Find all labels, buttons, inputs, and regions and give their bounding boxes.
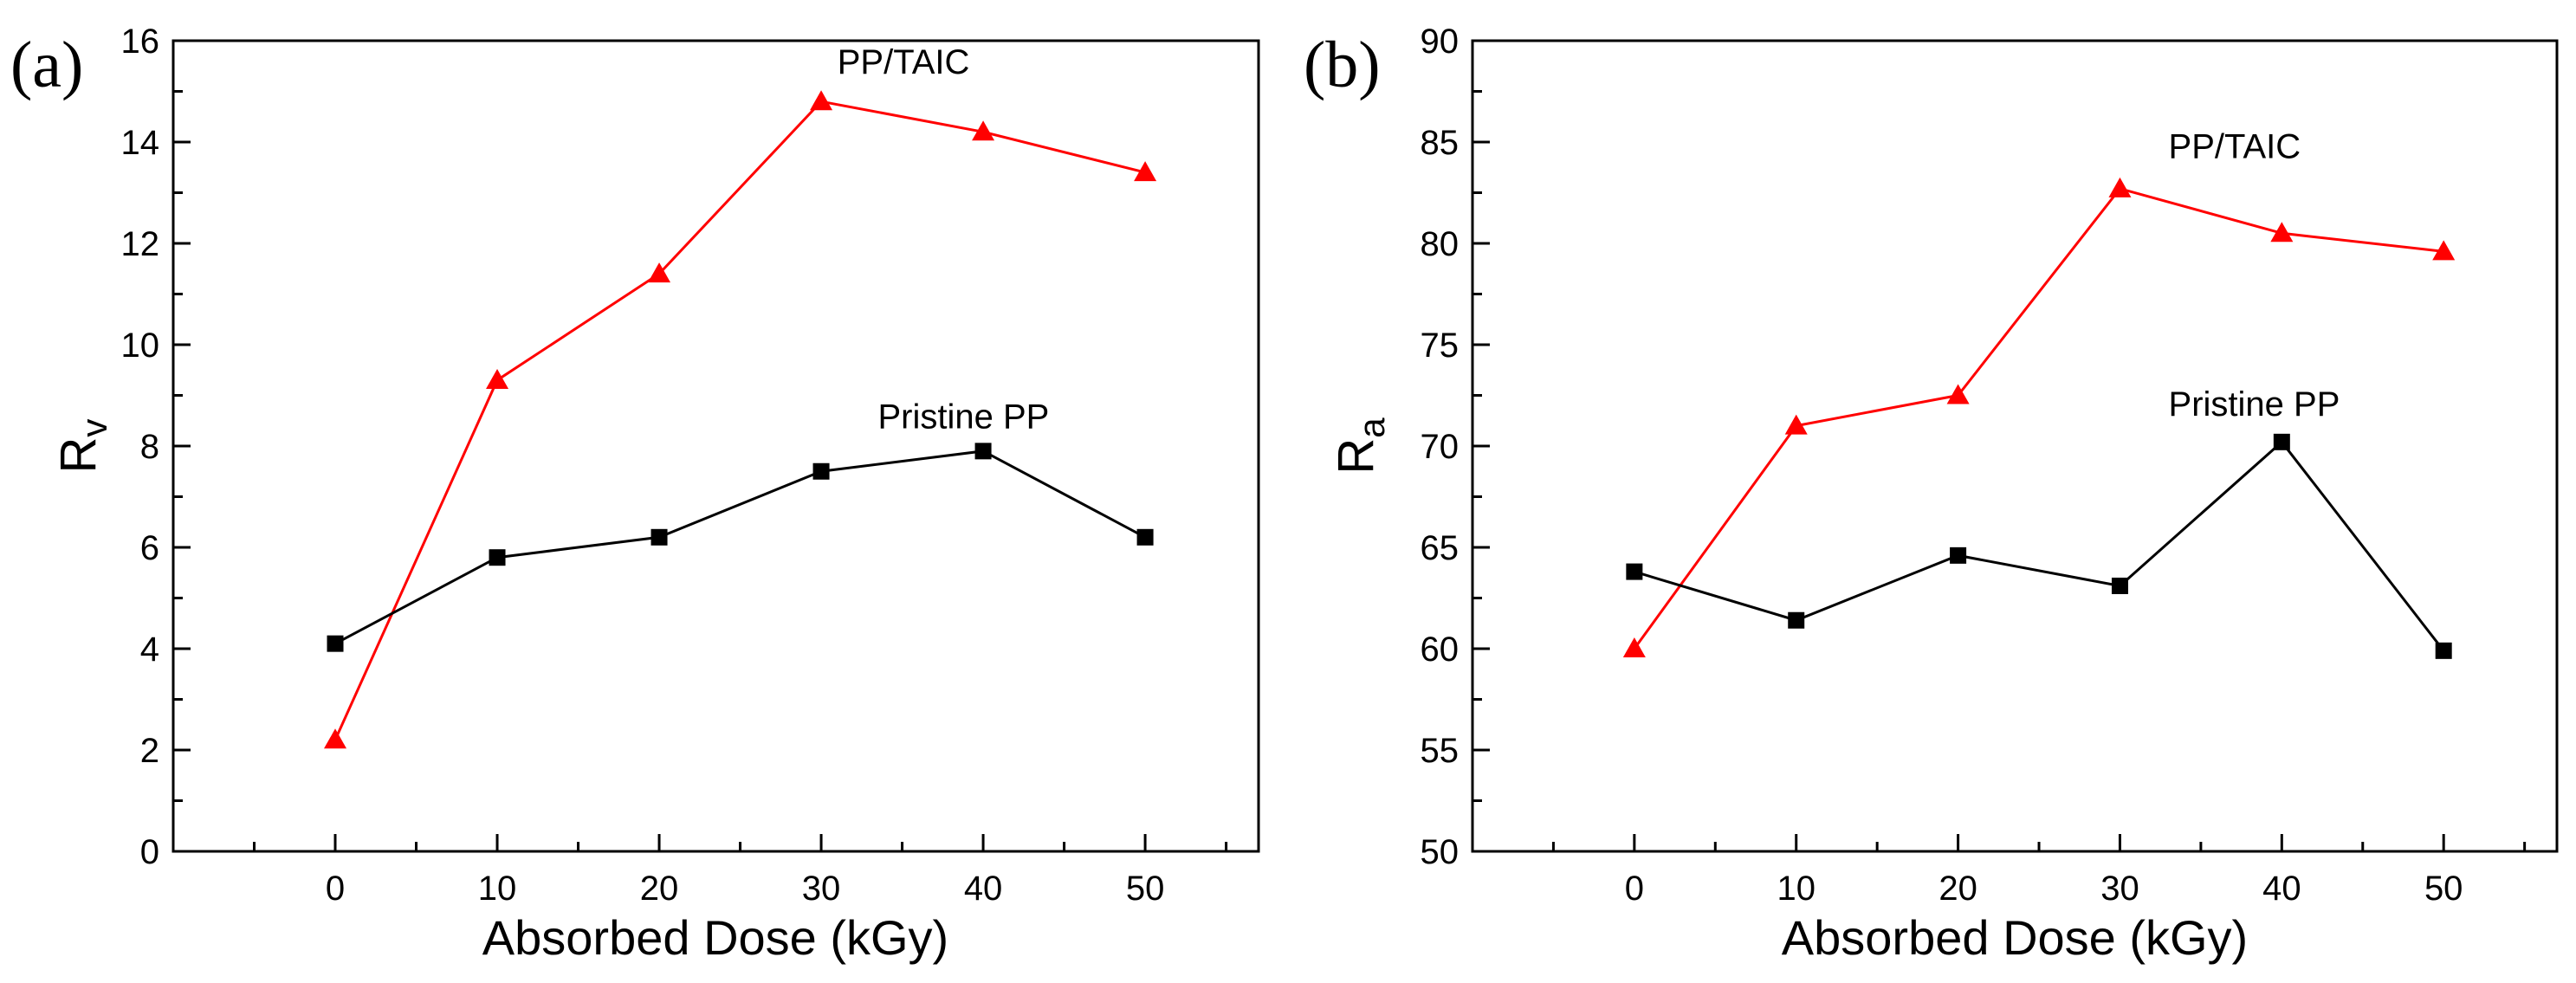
- y-axis-label-main-b: R: [1328, 438, 1384, 475]
- data-point-pp-taic-a: [810, 90, 833, 111]
- y-axis-label-sub-b: a: [1351, 417, 1392, 438]
- x-tick-label-b: 40: [2262, 870, 2301, 908]
- series-line-pristine-pp-a: [334, 449, 1146, 645]
- y-tick-label-a: 14: [121, 124, 160, 162]
- x-tick-label-b: 50: [2424, 870, 2463, 908]
- series-line-pp-taic-a: [333, 100, 1146, 740]
- y-tick-label-a: 4: [140, 631, 159, 669]
- data-point-pp-taic-a: [1134, 161, 1157, 182]
- data-point-pp-taic-a: [648, 262, 671, 283]
- data-point-pristine-pp-a: [1136, 528, 1154, 546]
- y-tick-label-b: 60: [1421, 631, 1460, 669]
- series-label-pp-taic-b: PP/TAIC: [2169, 128, 2301, 166]
- x-tick-label-a: 10: [478, 870, 517, 908]
- data-point-pristine-pp-b: [1626, 563, 1643, 580]
- data-point-pp-taic-a: [972, 120, 995, 141]
- data-point-pristine-pp-b: [2111, 577, 2128, 594]
- plot-frame-b: [1471, 39, 2559, 853]
- x-tick-label-b: 20: [1938, 870, 1977, 908]
- y-tick-label-a: 8: [140, 428, 159, 466]
- y-tick-label-b: 70: [1421, 428, 1460, 466]
- y-tick-label-b: 75: [1421, 327, 1460, 365]
- y-tick-label-a: 12: [121, 225, 160, 263]
- data-point-pristine-pp-a: [327, 635, 344, 652]
- data-point-pp-taic-b: [2108, 177, 2132, 197]
- ticks-a: 0 2 4 6 8 10 12 14 16 0 10 20 30 40 50: [121, 23, 1228, 908]
- panel-label-a: (a): [10, 29, 83, 101]
- y-tick-label-a: 0: [140, 833, 159, 871]
- data-point-pristine-pp-a: [489, 549, 506, 566]
- x-tick-label-a: 20: [640, 870, 679, 908]
- panel-label-b: (b): [1304, 29, 1381, 101]
- series-label-pp-taic-a: PP/TAIC: [838, 43, 970, 81]
- chart-panel-b: (b) 50 55 60 65 70 75 80 85 90 0 10 20 30 40 50 PP/TAI…: [1304, 23, 2559, 965]
- y-tick-label-b: 55: [1421, 732, 1460, 770]
- data-point-pristine-pp-a: [650, 528, 668, 546]
- y-axis-label-main-a: R: [50, 437, 107, 474]
- y-axis-label-a: Rv: [50, 419, 114, 474]
- data-point-pristine-pp-b: [2273, 433, 2290, 450]
- x-tick-label-a: 30: [802, 870, 841, 908]
- x-tick-label-a: 50: [1126, 870, 1165, 908]
- data-point-pp-taic-b: [1622, 637, 1646, 657]
- data-point-pp-taic-b: [1946, 384, 1970, 404]
- series-line-pp-taic-b: [1633, 187, 2444, 650]
- series-label-pristine-pp-a: Pristine PP: [878, 398, 1050, 437]
- series-line-pristine-pp-b: [1634, 440, 2445, 652]
- y-tick-label-b: 65: [1421, 529, 1460, 567]
- data-point-pp-taic-a: [486, 368, 509, 389]
- plot-frame-a: [172, 39, 1260, 853]
- y-axis-label-sub-a: v: [74, 419, 114, 437]
- data-point-pp-taic-b: [1784, 414, 1808, 435]
- x-axis-label-a: Absorbed Dose (kGy): [482, 910, 948, 965]
- data-point-pp-taic-b: [2432, 240, 2456, 261]
- data-point-pp-taic-b: [2270, 222, 2294, 243]
- y-tick-label-b: 80: [1421, 225, 1460, 263]
- x-tick-label-b: 0: [1625, 870, 1644, 908]
- series-label-pristine-pp-b: Pristine PP: [2169, 385, 2340, 424]
- series-b: PP/TAIC Pristine PP: [1622, 128, 2456, 659]
- x-tick-label-b: 30: [2100, 870, 2139, 908]
- y-axis-label-b: Ra: [1328, 417, 1392, 475]
- data-point-pristine-pp-b: [1950, 546, 1967, 564]
- y-tick-label-a: 16: [121, 23, 160, 61]
- x-tick-label-a: 0: [326, 870, 345, 908]
- ticks-b: 50 55 60 65 70 75 80 85 90 0 10 20 30 40 50: [1421, 23, 2527, 908]
- x-tick-label-a: 40: [964, 870, 1003, 908]
- data-point-pp-taic-a: [324, 728, 347, 749]
- data-point-pristine-pp-b: [2435, 642, 2452, 659]
- x-axis-label-b: Absorbed Dose (kGy): [1782, 910, 2248, 965]
- y-tick-label-a: 10: [121, 327, 160, 365]
- y-tick-label-b: 90: [1421, 23, 1460, 61]
- x-tick-label-b: 10: [1777, 870, 1815, 908]
- chart-panel-a: (a) 0 2 4 6 8 10 12 14 16 0 10 20 30 40 50 PP/TAIC Pris…: [10, 23, 1260, 965]
- y-tick-label-b: 85: [1421, 124, 1460, 162]
- data-point-pristine-pp-a: [812, 462, 830, 480]
- y-tick-label-b: 50: [1421, 833, 1460, 871]
- y-tick-label-a: 6: [140, 529, 159, 567]
- y-tick-label-a: 2: [140, 732, 159, 770]
- series-a: PP/TAIC Pristine PP: [324, 43, 1157, 749]
- data-point-pristine-pp-b: [1788, 611, 1805, 629]
- data-point-pristine-pp-a: [974, 443, 992, 460]
